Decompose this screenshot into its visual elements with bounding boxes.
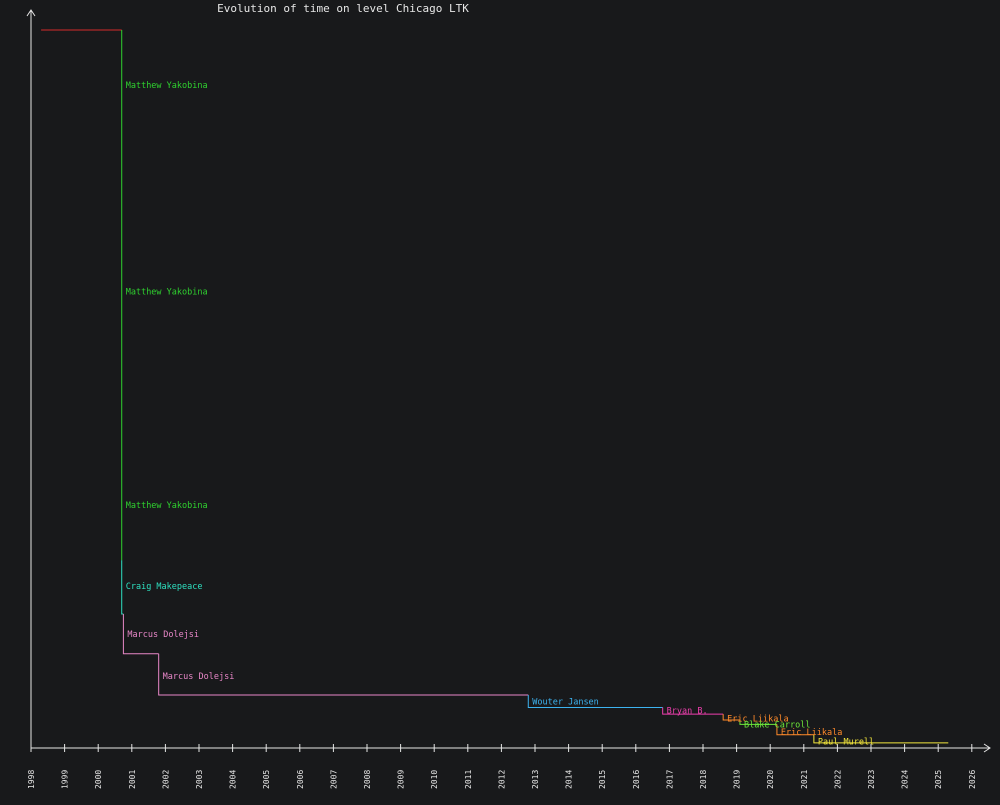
x-tick-label: 2019 [733, 770, 742, 789]
x-tick-label: 2000 [94, 770, 103, 789]
record-step [121, 560, 124, 615]
holder-label: Wouter Jansen [532, 698, 599, 708]
x-tick-label: 2015 [598, 770, 607, 789]
x-tick-label: 2004 [229, 770, 238, 789]
holder-label: Bryan B. [667, 706, 708, 716]
x-tick-label: 2011 [464, 770, 473, 789]
x-tick-label: 1999 [61, 770, 70, 789]
x-tick-label: 2024 [901, 770, 910, 789]
record-step [527, 694, 663, 708]
x-tick-label: 2005 [262, 770, 271, 789]
x-axis-arrow [983, 743, 991, 753]
holder-label: Blake Carroll [744, 720, 811, 730]
x-tick-label: 2016 [632, 770, 641, 789]
x-tick-label: 2002 [161, 770, 170, 789]
x-tick-label: 2026 [968, 770, 977, 789]
record-step [813, 734, 949, 744]
record-step [122, 613, 159, 655]
axes [26, 9, 991, 753]
record-step [158, 653, 529, 696]
holder-label: Craig Makepeace [126, 582, 203, 592]
record-steps [41, 29, 949, 744]
x-tick-label: 2003 [195, 770, 204, 789]
x-tick-label: 2012 [497, 770, 506, 789]
record-step [662, 707, 724, 715]
record-step [739, 720, 777, 725]
x-tick-label: 1998 [27, 770, 36, 789]
holder-label: Marcus Dolejsi [163, 672, 235, 682]
holder-labels: Matthew Yakobina Matthew Yakobina Matthew … [126, 81, 874, 747]
y-axis-arrow [26, 9, 36, 17]
record-step [722, 714, 740, 721]
x-tick-label: 2009 [397, 770, 406, 789]
x-tick-label: 2008 [363, 770, 372, 789]
x-tick-label: 2018 [699, 770, 708, 789]
chart-title: Evolution of time on level Chicago LTK [217, 2, 469, 15]
holder-label: Paul Murell [818, 737, 874, 747]
x-tick-label: 2020 [766, 770, 775, 789]
holder-label: Eric Liikala [781, 728, 842, 738]
record-step [776, 724, 814, 736]
x-tick-label: 2006 [296, 770, 305, 789]
x-tick-label: 2025 [934, 770, 943, 789]
x-tick-label: 2022 [833, 770, 842, 789]
holder-label: Eric Liikala [727, 715, 788, 725]
x-tick-label: 2001 [128, 770, 137, 789]
x-tick-label: 2023 [867, 770, 876, 789]
x-tick-label: 2010 [430, 770, 439, 789]
holder-label: Matthew Yakobina [126, 287, 208, 297]
holder-label: Marcus Dolejsi [127, 630, 199, 640]
x-tick-label: 2013 [531, 770, 540, 789]
x-axis-ticks: 1998 1999 2000 2001 2002 2003 2004 2005 2006 2007… [27, 744, 977, 789]
x-tick-label: 2014 [565, 770, 574, 789]
x-tick-label: 2017 [665, 770, 674, 789]
x-tick-label: 2007 [329, 770, 338, 789]
holder-label: Matthew Yakobina [126, 501, 208, 511]
x-tick-label: 2021 [800, 770, 809, 789]
holder-label: Matthew Yakobina [126, 81, 208, 91]
